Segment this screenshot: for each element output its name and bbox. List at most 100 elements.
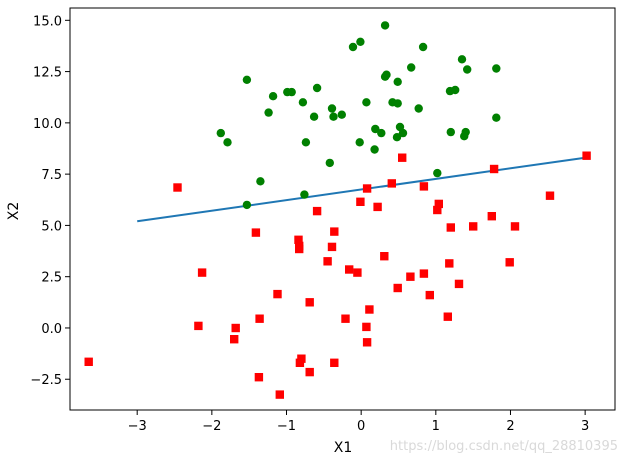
y-tick-label: 7.5 [41, 168, 62, 183]
green-point [393, 77, 402, 87]
red-point [393, 283, 402, 293]
red-point [489, 164, 499, 174]
green-point [362, 98, 371, 107]
red-point [84, 357, 93, 366]
green-point [371, 124, 380, 134]
red-point [323, 257, 332, 266]
red-point [251, 228, 261, 237]
red-point [545, 191, 555, 200]
red-point [398, 153, 407, 162]
green-point [325, 158, 334, 168]
green-point [377, 128, 386, 138]
red-point [305, 298, 314, 307]
red-point [446, 223, 455, 232]
red-point [255, 314, 264, 323]
red-point [330, 358, 339, 367]
data-points-layer [84, 21, 591, 399]
green-point [418, 42, 428, 52]
green-point [300, 190, 309, 199]
x-axis-label: X1 [334, 440, 353, 456]
red-point [582, 151, 591, 160]
green-point [348, 42, 358, 52]
red-point [434, 199, 443, 209]
green-point [380, 21, 390, 30]
green-point [287, 87, 296, 97]
red-point [419, 269, 429, 278]
y-tick-label: 12.5 [33, 66, 62, 81]
green-point [223, 138, 232, 147]
green-point [329, 112, 338, 121]
x-tick-label: −2 [202, 419, 221, 434]
green-point [398, 128, 408, 138]
y-tick-label: 5.0 [41, 219, 62, 234]
green-point [460, 132, 469, 141]
green-point [393, 99, 402, 108]
red-point [197, 268, 207, 277]
red-point [454, 279, 464, 289]
x-tick-label: 2 [506, 419, 514, 434]
red-point [273, 289, 282, 299]
green-point [445, 86, 455, 96]
red-point [365, 305, 374, 314]
y-tick-label: 2.5 [41, 271, 62, 286]
green-point [327, 104, 337, 113]
red-point [362, 322, 371, 332]
green-point [380, 72, 390, 81]
axes-frame [69, 7, 616, 411]
green-point [463, 65, 472, 74]
regression-line [137, 156, 586, 223]
green-point [433, 168, 442, 178]
green-point [309, 112, 319, 121]
red-point [341, 314, 350, 323]
green-point [337, 110, 346, 119]
red-point [433, 205, 442, 215]
y-tick-label: −2.5 [30, 373, 62, 388]
red-point [254, 373, 264, 382]
red-point [312, 206, 322, 216]
red-point [295, 244, 304, 254]
regression-line-layer [137, 156, 586, 223]
y-tick-label: 10.0 [33, 117, 62, 132]
green-point [268, 92, 278, 101]
x-tick-label: 1 [432, 419, 440, 434]
y-tick-label: 15.0 [33, 14, 62, 29]
x-tick-label: 3 [581, 419, 589, 434]
green-point [446, 127, 455, 137]
red-point [275, 390, 284, 399]
watermark-text: https://blog.csdn.net/qq_28810395 [390, 439, 618, 454]
green-point [256, 177, 265, 186]
red-point [294, 235, 303, 244]
green-point [355, 138, 364, 147]
red-point [487, 212, 496, 221]
red-point [327, 242, 337, 252]
red-point [330, 227, 339, 236]
green-point [242, 200, 252, 210]
red-point [373, 202, 382, 212]
green-point [242, 75, 252, 85]
green-point [298, 98, 308, 107]
green-point [414, 104, 423, 113]
green-point [312, 83, 322, 93]
green-point [392, 133, 402, 142]
red-point [353, 268, 362, 277]
axes-layer: −3 −2 −1 0 1 2 3 −2.5 0.0 2.5 5.0 7.5 10.0 12.5 15.0 [30, 7, 616, 434]
red-point [230, 335, 239, 344]
y-tick-label: 0.0 [41, 322, 62, 337]
green-point [264, 108, 273, 117]
red-point [445, 259, 454, 268]
green-point [301, 138, 311, 147]
red-point [194, 321, 203, 331]
red-point [362, 338, 372, 347]
red-point [380, 252, 389, 261]
red-point [173, 183, 182, 192]
red-point [406, 272, 415, 281]
green-point [457, 55, 467, 64]
red-point [469, 222, 478, 231]
red-point [510, 222, 520, 231]
x-tick-label: −1 [277, 419, 296, 434]
x-tick-label: 0 [357, 419, 365, 434]
green-point [492, 113, 501, 122]
red-point [419, 182, 429, 191]
